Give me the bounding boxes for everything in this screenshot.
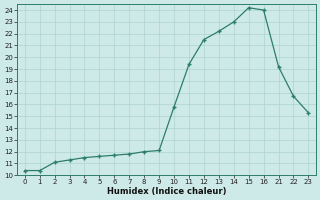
X-axis label: Humidex (Indice chaleur): Humidex (Indice chaleur) [107,187,226,196]
